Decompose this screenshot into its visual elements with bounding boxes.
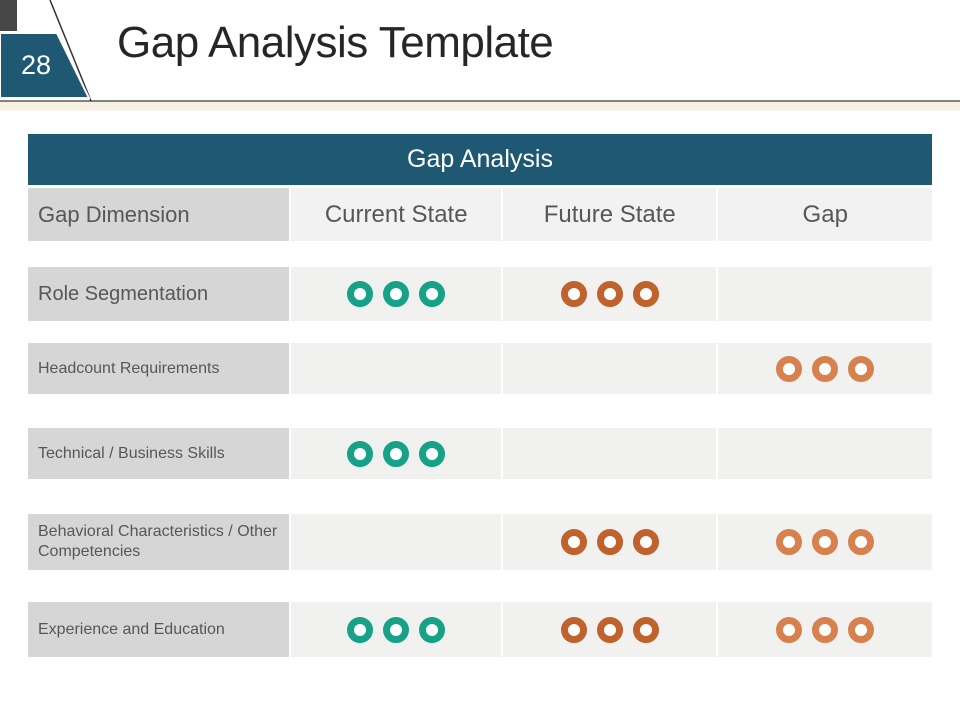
rating-dot-icon <box>812 616 839 643</box>
row-label: Behavioral Characteristics / Other Compe… <box>28 514 290 570</box>
rating-cell-current <box>291 602 501 657</box>
column-header-current-state: Current State <box>291 188 501 241</box>
rating-dot-icon <box>596 281 623 307</box>
rating-dot-icon <box>560 616 587 643</box>
diagonal-line <box>49 0 92 102</box>
rating-cell-gap <box>718 514 932 570</box>
header-decoration <box>0 0 960 111</box>
column-header-gap-dimension: Gap Dimension <box>28 188 290 241</box>
rating-dot-icon <box>347 440 374 467</box>
rating-dot-icon <box>812 355 839 382</box>
page-number-pentagon <box>0 32 91 99</box>
rating-cell-future <box>502 514 717 570</box>
rating-dot-icon <box>632 281 659 307</box>
rating-dot-icon <box>383 440 410 467</box>
rating-dot-icon <box>419 281 446 307</box>
row-label: Experience and Education <box>28 602 290 657</box>
rating-dot-icon <box>383 616 410 643</box>
rating-cell-current <box>291 343 501 394</box>
row-label: Role Segmentation <box>28 267 290 321</box>
rating-dot-icon <box>347 616 374 643</box>
rating-cell-gap <box>718 602 932 657</box>
rating-cell-future <box>502 267 717 321</box>
rating-cell-gap <box>718 267 932 321</box>
column-header-future-state: Future State <box>502 188 717 241</box>
rating-dot-icon <box>848 355 875 382</box>
rating-cell-future <box>502 343 717 394</box>
rating-cell-current <box>291 428 501 479</box>
rating-dot-icon <box>632 529 659 555</box>
rating-cell-future <box>502 602 717 657</box>
rating-dot-icon <box>812 529 839 555</box>
rating-dot-icon <box>848 529 875 555</box>
table-row: Experience and Education <box>28 602 932 657</box>
gap-analysis-table: Gap Analysis Gap Dimension Current State… <box>28 134 932 657</box>
rating-dot-icon <box>776 529 803 555</box>
table-row: Headcount Requirements <box>28 343 932 394</box>
rating-dot-icon <box>848 616 875 643</box>
rating-cell-current <box>291 514 501 570</box>
rating-dot-icon <box>560 281 587 307</box>
table-row: Role Segmentation <box>28 267 932 321</box>
rating-dot-icon <box>776 355 803 382</box>
header-accent-strip <box>0 101 960 111</box>
page-number: 28 <box>20 50 52 80</box>
corner-square <box>0 0 17 31</box>
rating-cell-gap <box>718 343 932 394</box>
rating-cell-current <box>291 267 501 321</box>
row-label: Technical / Business Skills <box>28 428 290 479</box>
rating-dot-icon <box>419 440 446 467</box>
rating-dot-icon <box>776 616 803 643</box>
table-row: Behavioral Characteristics / Other Compe… <box>28 514 932 570</box>
rating-cell-gap <box>718 428 932 479</box>
table-header-row: Gap Dimension Current State Future State… <box>28 188 932 241</box>
rating-dot-icon <box>347 281 374 307</box>
rating-dot-icon <box>632 616 659 643</box>
rating-cell-future <box>502 428 717 479</box>
rating-dot-icon <box>596 529 623 555</box>
rating-dot-icon <box>596 616 623 643</box>
table-row: Technical / Business Skills <box>28 428 932 479</box>
rating-dot-icon <box>383 281 410 307</box>
rating-dot-icon <box>560 529 587 555</box>
column-header-gap: Gap <box>718 188 932 241</box>
table-title: Gap Analysis <box>28 134 932 185</box>
page-title: Gap Analysis Template <box>117 18 554 67</box>
rating-dot-icon <box>419 616 446 643</box>
row-label: Headcount Requirements <box>28 343 290 394</box>
